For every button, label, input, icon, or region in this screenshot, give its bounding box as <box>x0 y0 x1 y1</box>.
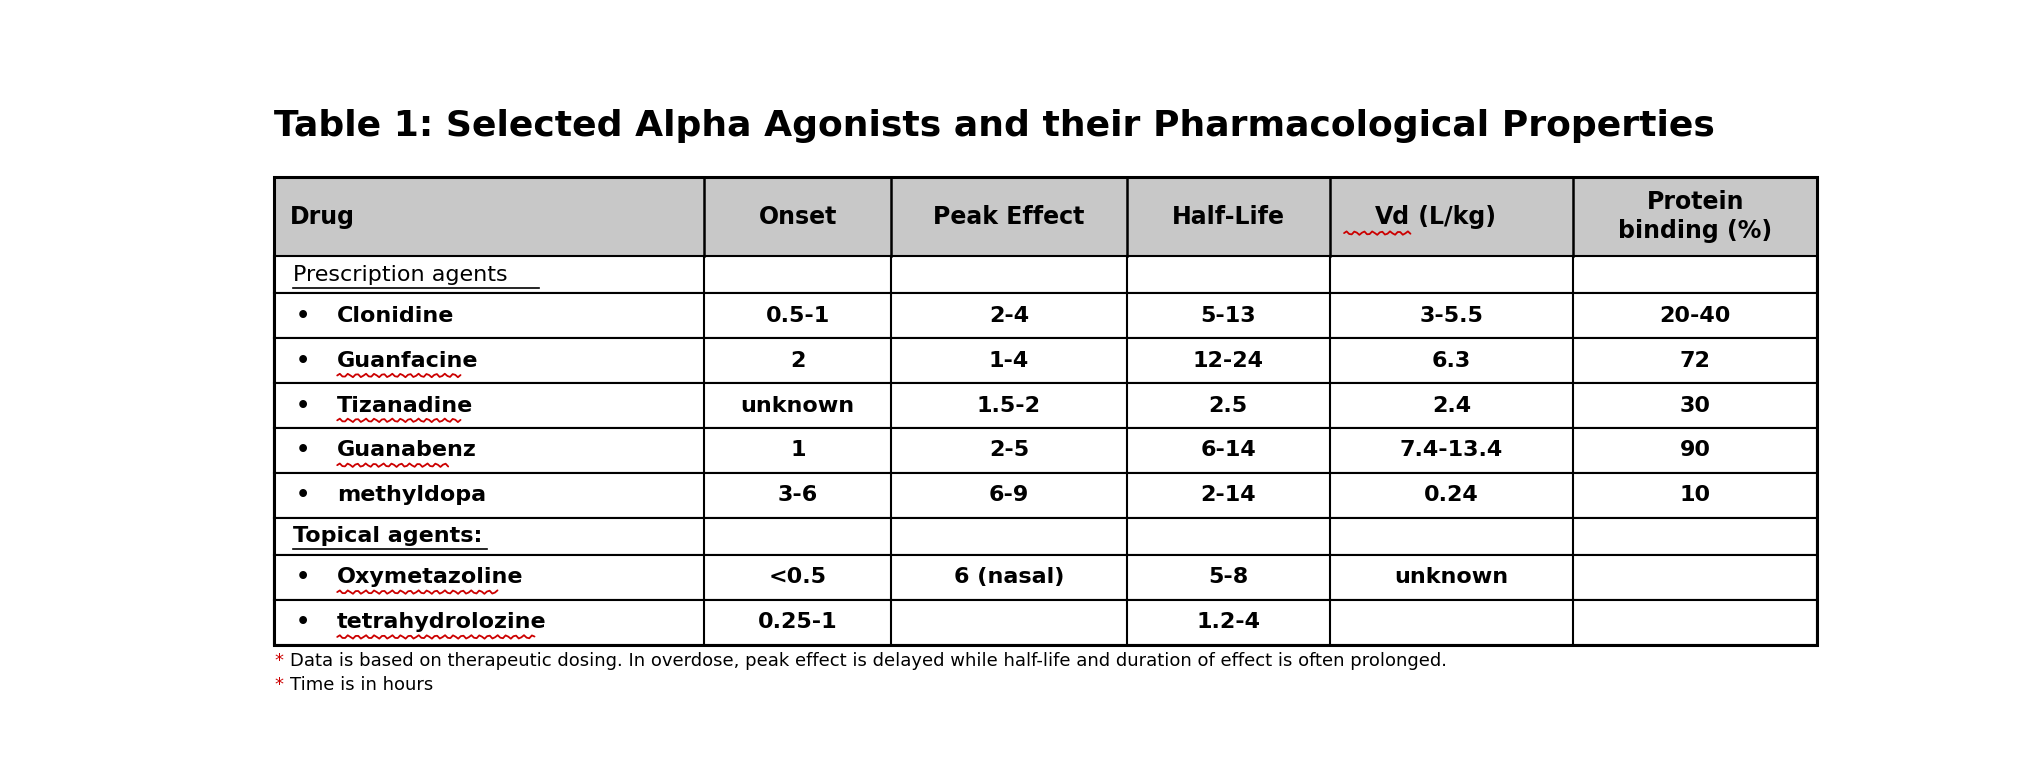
Text: 1.2-4: 1.2-4 <box>1195 612 1260 633</box>
Text: 2-5: 2-5 <box>989 441 1028 461</box>
Bar <box>273 256 1817 293</box>
Text: •: • <box>296 441 310 461</box>
Text: 20-40: 20-40 <box>1658 306 1729 326</box>
Text: 0.25-1: 0.25-1 <box>759 612 838 633</box>
Bar <box>273 177 1817 645</box>
Text: Peak Effect: Peak Effect <box>932 205 1085 228</box>
Text: 0.5-1: 0.5-1 <box>765 306 830 326</box>
Bar <box>273 428 1817 473</box>
Text: *: * <box>273 676 283 694</box>
Bar <box>273 293 1817 338</box>
Text: 10: 10 <box>1678 485 1711 505</box>
Text: methyldopa: methyldopa <box>336 485 485 505</box>
Text: unknown: unknown <box>1395 568 1509 588</box>
Text: 3-5.5: 3-5.5 <box>1419 306 1482 326</box>
Text: 1: 1 <box>789 441 805 461</box>
Text: Onset: Onset <box>759 205 836 228</box>
Text: Vd: Vd <box>1374 205 1409 228</box>
Text: 1.5-2: 1.5-2 <box>977 396 1040 416</box>
Text: Guanfacine: Guanfacine <box>336 351 479 371</box>
Text: •: • <box>296 485 310 505</box>
Text: •: • <box>296 612 310 633</box>
Text: Prescription agents: Prescription agents <box>294 265 508 285</box>
Text: *: * <box>273 652 283 670</box>
Text: •: • <box>296 396 310 416</box>
Bar <box>273 177 1817 256</box>
Text: 72: 72 <box>1678 351 1711 371</box>
Text: 6.3: 6.3 <box>1431 351 1470 371</box>
Text: Time is in hours: Time is in hours <box>290 676 432 694</box>
Text: 7.4-13.4: 7.4-13.4 <box>1399 441 1503 461</box>
Text: Data is based on therapeutic dosing. In overdose, peak effect is delayed while h: Data is based on therapeutic dosing. In … <box>290 652 1446 670</box>
Text: 6-9: 6-9 <box>989 485 1028 505</box>
Text: 1-4: 1-4 <box>989 351 1028 371</box>
Text: 2-14: 2-14 <box>1199 485 1256 505</box>
Text: 90: 90 <box>1678 441 1711 461</box>
Text: 12-24: 12-24 <box>1193 351 1262 371</box>
Text: Protein
binding (%): Protein binding (%) <box>1617 189 1772 244</box>
Text: <0.5: <0.5 <box>769 568 826 588</box>
Text: Drug: Drug <box>290 205 355 228</box>
Text: 2-4: 2-4 <box>989 306 1028 326</box>
Text: unknown: unknown <box>740 396 854 416</box>
Bar <box>273 473 1817 518</box>
Text: (L/kg): (L/kg) <box>1409 205 1497 228</box>
Text: 0.24: 0.24 <box>1423 485 1478 505</box>
Text: Oxymetazoline: Oxymetazoline <box>336 568 524 588</box>
Bar <box>273 555 1817 600</box>
Text: •: • <box>296 306 310 326</box>
Bar <box>273 338 1817 384</box>
Text: 5-8: 5-8 <box>1207 568 1248 588</box>
Bar <box>273 600 1817 645</box>
Text: Half-Life: Half-Life <box>1170 205 1285 228</box>
Bar <box>273 518 1817 555</box>
Text: Tizanadine: Tizanadine <box>336 396 473 416</box>
Text: 30: 30 <box>1678 396 1711 416</box>
Text: 2.5: 2.5 <box>1207 396 1248 416</box>
Text: 6-14: 6-14 <box>1199 441 1256 461</box>
Text: 6 (nasal): 6 (nasal) <box>954 568 1064 588</box>
Text: 2.4: 2.4 <box>1431 396 1470 416</box>
Text: 5-13: 5-13 <box>1199 306 1256 326</box>
Text: 3-6: 3-6 <box>777 485 818 505</box>
Text: Clonidine: Clonidine <box>336 306 455 326</box>
Bar <box>273 384 1817 428</box>
Text: Guanabenz: Guanabenz <box>336 441 477 461</box>
Text: Topical agents:: Topical agents: <box>294 526 481 546</box>
Text: •: • <box>296 568 310 588</box>
Text: •: • <box>296 351 310 371</box>
Text: Table 1: Selected Alpha Agonists and their Pharmacological Properties: Table 1: Selected Alpha Agonists and the… <box>273 109 1715 144</box>
Text: 2: 2 <box>789 351 805 371</box>
Text: tetrahydrolozine: tetrahydrolozine <box>336 612 546 633</box>
